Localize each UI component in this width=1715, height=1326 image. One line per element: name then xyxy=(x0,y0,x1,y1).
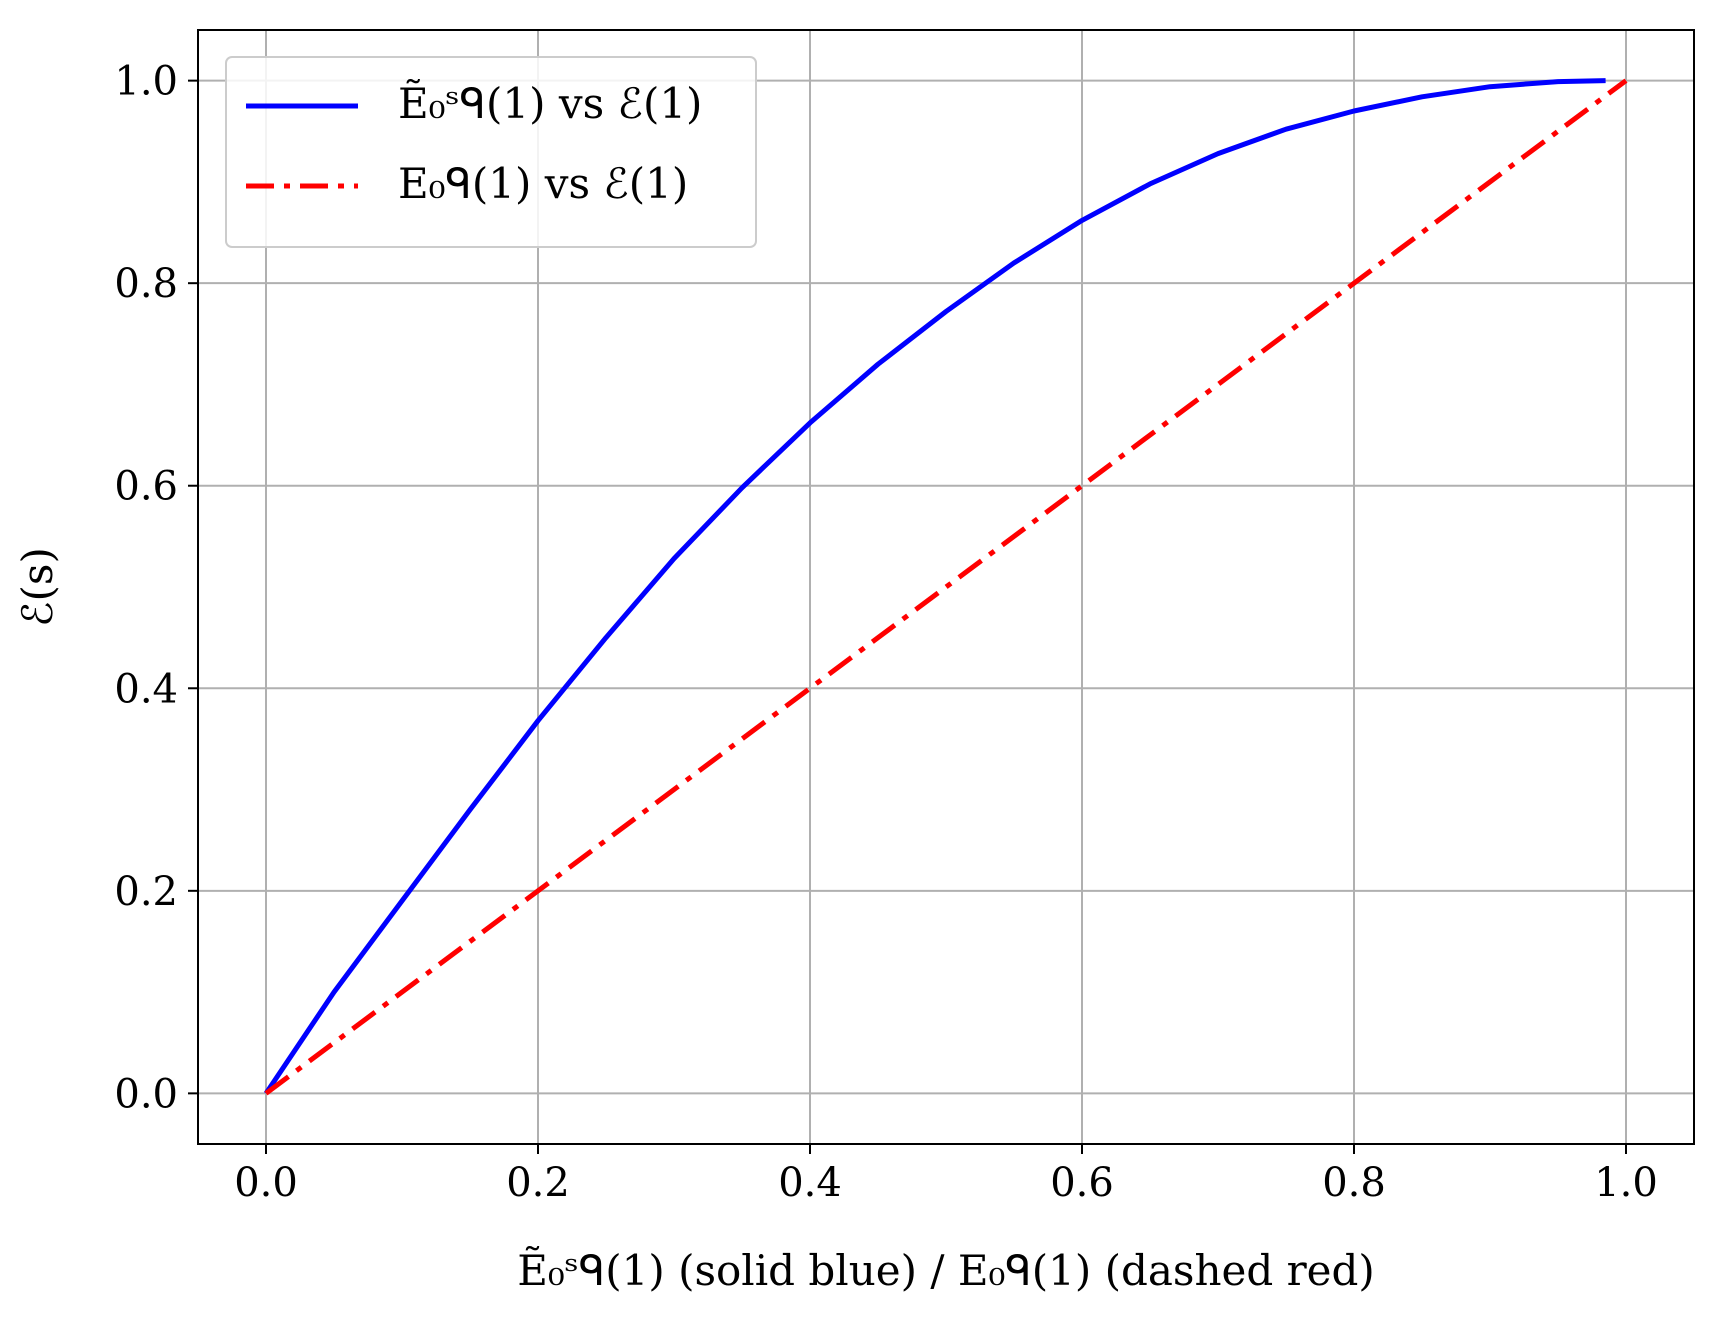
x-tick-label: 0.6 xyxy=(1050,1160,1114,1206)
x-axis: 0.0 0.2 0.4 0.6 0.8 1.0 xyxy=(234,1144,1658,1206)
y-axis: 0.0 0.2 0.4 0.6 0.8 1.0 xyxy=(114,59,198,1117)
x-tick-label: 0.4 xyxy=(778,1160,842,1206)
x-tick-label: 1.0 xyxy=(1594,1160,1658,1206)
y-tick-label: 0.0 xyxy=(114,1071,178,1117)
legend-label-red: E₀ᑫ(1) vs ℰ(1) xyxy=(398,159,688,208)
x-tick-label: 0.2 xyxy=(506,1160,570,1206)
series-layer xyxy=(263,78,1628,1096)
y-tick-label: 1.0 xyxy=(114,59,178,105)
x-tick-label: 0.8 xyxy=(1322,1160,1386,1206)
y-axis-label: ℰ(s) xyxy=(13,547,62,627)
y-tick-label: 0.8 xyxy=(114,261,178,307)
x-axis-label: Ẽ₀ˢᑫ(1) (solid blue) / E₀ᑫ(1) (dashed re… xyxy=(517,1245,1375,1295)
legend-box xyxy=(225,56,757,248)
y-tick-label: 0.6 xyxy=(114,464,178,510)
x-tick-label: 0.0 xyxy=(234,1160,298,1206)
y-tick-label: 0.2 xyxy=(114,869,178,915)
legend: Ẽ₀ˢᑫ(1) vs ℰ(1) E₀ᑫ(1) vs ℰ(1) xyxy=(225,56,757,248)
legend-label-blue: Ẽ₀ˢᑫ(1) vs ℰ(1) xyxy=(398,78,702,128)
series-line-red xyxy=(264,78,1628,1096)
y-tick-label: 0.4 xyxy=(114,666,178,712)
series-line-blue xyxy=(263,78,1606,1095)
plot-frame xyxy=(197,29,1695,1145)
